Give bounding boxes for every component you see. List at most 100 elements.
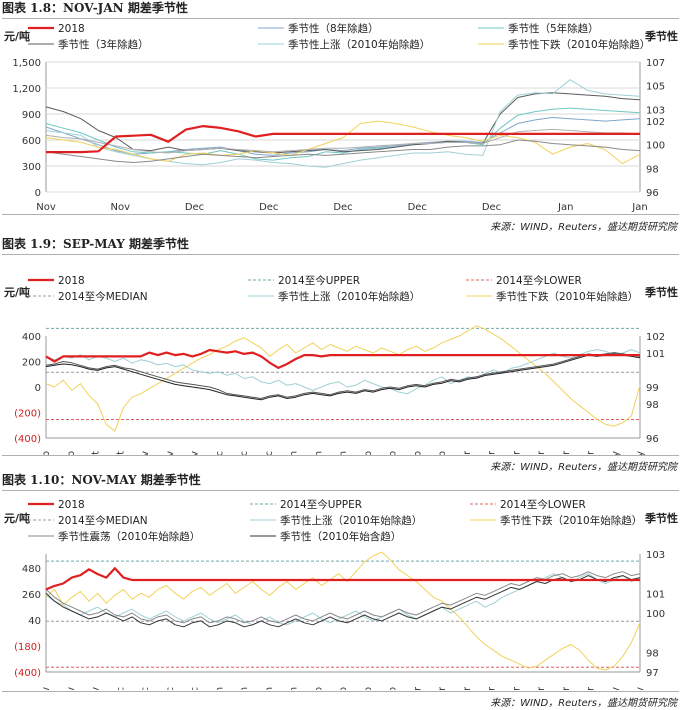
x-tick-label: Sep: [41, 451, 52, 456]
source-note: 来源：WIND，Reuters，盛达期货研究院: [490, 462, 677, 473]
legend-label: 季节性上涨（2010年始除趋）: [278, 290, 420, 303]
y-tick-label-left: 40: [28, 616, 41, 627]
y-tick-label-left: (400): [14, 668, 41, 679]
legend-label: 2014至今MEDIAN: [58, 290, 148, 303]
x-tick-label: Jan: [631, 202, 647, 213]
x-tick-label: Nov: [36, 202, 56, 213]
x-tick-label: Jan: [338, 451, 349, 456]
y-tick-label-right: 101: [646, 349, 665, 360]
legend-label: 季节性震荡（2010年始除趋）: [58, 530, 200, 543]
series-line: [45, 575, 641, 628]
x-tick-label: Jan: [289, 451, 300, 456]
x-tick-label: Feb: [313, 687, 324, 690]
x-tick-label: Nov: [140, 451, 151, 456]
y-tick-label-right: 100: [646, 609, 665, 620]
y-axis-label-left: 元/吨: [4, 511, 30, 525]
source-note: 来源：WIND，Reuters，盛达期货研究院: [490, 698, 677, 709]
series-line: [45, 325, 641, 432]
x-tick-label: Dec: [239, 451, 250, 456]
y-axis-label-left: 元/吨: [4, 29, 30, 43]
x-tick-label: Dec: [140, 687, 151, 690]
series-line: [45, 571, 641, 624]
series-line: [45, 139, 641, 163]
y-tick-label-right: 100: [646, 141, 665, 152]
legend-label: 2014至今LOWER: [496, 274, 582, 287]
x-tick-label: Apr: [561, 687, 572, 690]
y-tick-label-right: 98: [646, 400, 659, 411]
y-axis-label-right: 季节性: [644, 285, 678, 299]
x-tick-label: Mar: [462, 451, 473, 456]
series-line: [45, 353, 641, 401]
y-tick-label-left: 0: [35, 383, 41, 394]
legend-label: 2014至今UPPER: [280, 498, 362, 511]
chart-title: 图表 1.10：NOV-MAY 期差季节性: [2, 472, 679, 491]
divider: [2, 691, 679, 692]
chart-panel-2: 图表 1.9：SEP-MAY 期差季节性 (400) (200) 0 200 400 96…: [0, 236, 681, 473]
legend-label: 季节性下跌（2010年始除趋）: [496, 290, 638, 303]
x-tick-label: Jan: [289, 687, 300, 690]
y-tick-label-left: (200): [14, 409, 41, 420]
x-tick-label: Jan: [264, 687, 275, 690]
x-tick-label: May: [635, 687, 646, 690]
y-axis-label-right: 季节性: [644, 511, 678, 525]
x-tick-label: Oct: [91, 451, 102, 456]
y-tick-label-right: 102: [646, 117, 665, 128]
divider: [2, 214, 679, 215]
x-tick-label: Dec: [165, 687, 176, 690]
x-tick-label: Dec: [214, 451, 225, 456]
y-tick-label-right: 107: [646, 58, 665, 69]
series-line: [45, 117, 641, 156]
x-tick-label: Dec: [190, 687, 201, 690]
series-line: [45, 352, 641, 399]
series-line: [45, 348, 640, 370]
chart-plot: (400) (200) 0 200 400 96 98 99 101 102 元/吨 季节性 Sep Se…: [4, 274, 678, 456]
series-line: [45, 92, 641, 154]
y-tick-label-right: 98: [646, 164, 659, 175]
x-tick-label: Apr: [586, 451, 597, 456]
chart-panel-3: 图表 1.10：NOV-MAY 期差季节性 (400) (180) 40 260 480…: [0, 472, 681, 710]
x-tick-label: Feb: [363, 451, 374, 456]
legend-label: 2018: [58, 23, 85, 35]
x-tick-label: May: [635, 451, 646, 456]
y-tick-label-left: 480: [22, 564, 41, 575]
series-line: [45, 120, 641, 165]
x-tick-label: Nov: [91, 687, 102, 690]
y-tick-label-right: 97: [646, 668, 659, 679]
x-tick-label: Dec: [185, 202, 204, 213]
y-tick-label-right: 99: [646, 383, 659, 394]
x-tick-label: Mar: [412, 687, 423, 690]
series-line: [45, 107, 641, 161]
x-tick-label: Nov: [41, 687, 52, 690]
y-tick-label-right: 105: [646, 82, 665, 93]
y-tick-label-left: 1,500: [12, 58, 41, 69]
legend-label: 2018: [58, 275, 85, 287]
legend-label: 季节性上涨（2010年始除趋）: [280, 514, 422, 527]
x-tick-label: Sep: [66, 451, 77, 456]
x-tick-label: May: [610, 687, 621, 690]
x-tick-label: Nov: [165, 451, 176, 456]
x-tick-label: Mar: [487, 687, 498, 690]
y-axis-label-right: 季节性: [644, 29, 678, 43]
x-tick-label: Apr: [561, 451, 572, 456]
x-tick-label: Apr: [586, 687, 597, 690]
y-axis-label-left: 元/吨: [4, 285, 30, 299]
legend-label: 季节性上涨（2010年始除趋）: [288, 38, 430, 51]
x-tick-label: Nov: [190, 451, 201, 456]
y-tick-label-right: 103: [646, 105, 665, 116]
y-tick-label-left: 900: [22, 110, 41, 121]
chart-title: 图表 1.9：SEP-MAY 期差季节性: [2, 236, 679, 255]
y-tick-label-left: 600: [22, 136, 41, 147]
divider: [2, 455, 679, 456]
y-tick-label-left: (180): [14, 642, 41, 653]
series-line: [45, 551, 641, 671]
x-tick-label: Jan: [214, 687, 225, 690]
series-line: [45, 349, 641, 395]
x-tick-label: Apr: [536, 687, 547, 690]
x-tick-label: Mar: [487, 451, 498, 456]
y-tick-label-right: 103: [646, 550, 665, 561]
series-line: [45, 128, 641, 154]
y-tick-label-right: 101: [646, 589, 665, 600]
legend-label: 季节性下跌（2010年始除趋）: [500, 514, 642, 527]
source-note: 来源：WIND，Reuters，盛达期货研究院: [490, 222, 677, 233]
